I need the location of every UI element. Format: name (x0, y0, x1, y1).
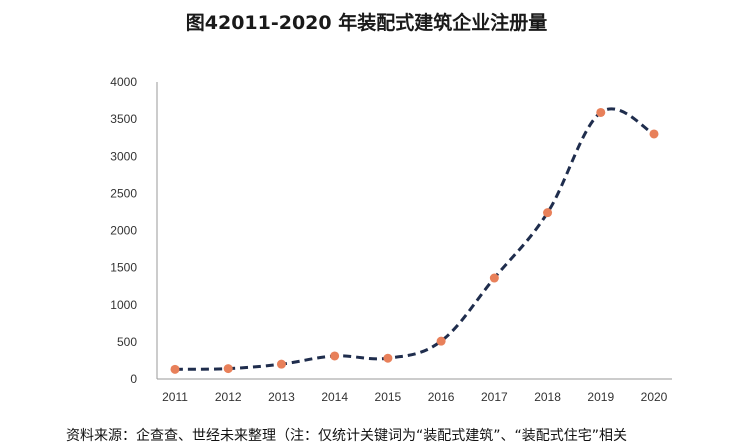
x-tick-label: 2020 (641, 390, 668, 404)
data-point (489, 273, 499, 283)
data-points (170, 107, 659, 374)
data-point (596, 107, 606, 117)
data-point (436, 336, 446, 346)
data-point (543, 208, 553, 218)
y-tick-label: 4000 (110, 75, 137, 89)
x-tick-label: 2019 (587, 390, 614, 404)
x-tick-label: 2011 (162, 390, 188, 404)
x-tick-label: 2013 (268, 390, 295, 404)
y-tick-label: 0 (130, 372, 137, 386)
y-tick-label: 500 (117, 335, 137, 349)
x-tick-label: 2014 (321, 390, 348, 404)
y-tick-label: 2000 (110, 224, 137, 238)
x-tick-label: 2016 (428, 390, 455, 404)
data-point (330, 351, 340, 361)
data-point (383, 353, 393, 363)
source-note: 资料来源：企查查、世经未来整理（注：仅统计关键词为“装配式建筑”、“装配式住宅”… (66, 428, 628, 444)
data-point (276, 359, 286, 369)
data-point (170, 364, 180, 374)
y-tick-label: 1000 (110, 298, 137, 312)
x-tick-label: 2017 (481, 390, 508, 404)
series-line (174, 107, 655, 371)
y-tick-label: 3000 (110, 149, 137, 163)
y-tick-label: 2500 (110, 186, 137, 200)
x-tick-labels: 2011 2012 2013 2014 2015 2016 2017 2018 2019 2020 (162, 390, 668, 404)
x-tick-label: 2012 (215, 390, 242, 404)
y-tick-label: 1500 (110, 261, 137, 275)
x-tick-label: 2015 (375, 390, 402, 404)
data-point (223, 364, 233, 374)
y-tick-labels: 0 500 1000 1500 2000 2500 3000 3500 4000 (110, 75, 137, 386)
y-tick-label: 3500 (110, 112, 137, 126)
x-tick-label: 2018 (534, 390, 561, 404)
chart-title: 图42011-2020 年装配式建筑企业注册量 (185, 12, 548, 34)
data-point (649, 129, 659, 139)
